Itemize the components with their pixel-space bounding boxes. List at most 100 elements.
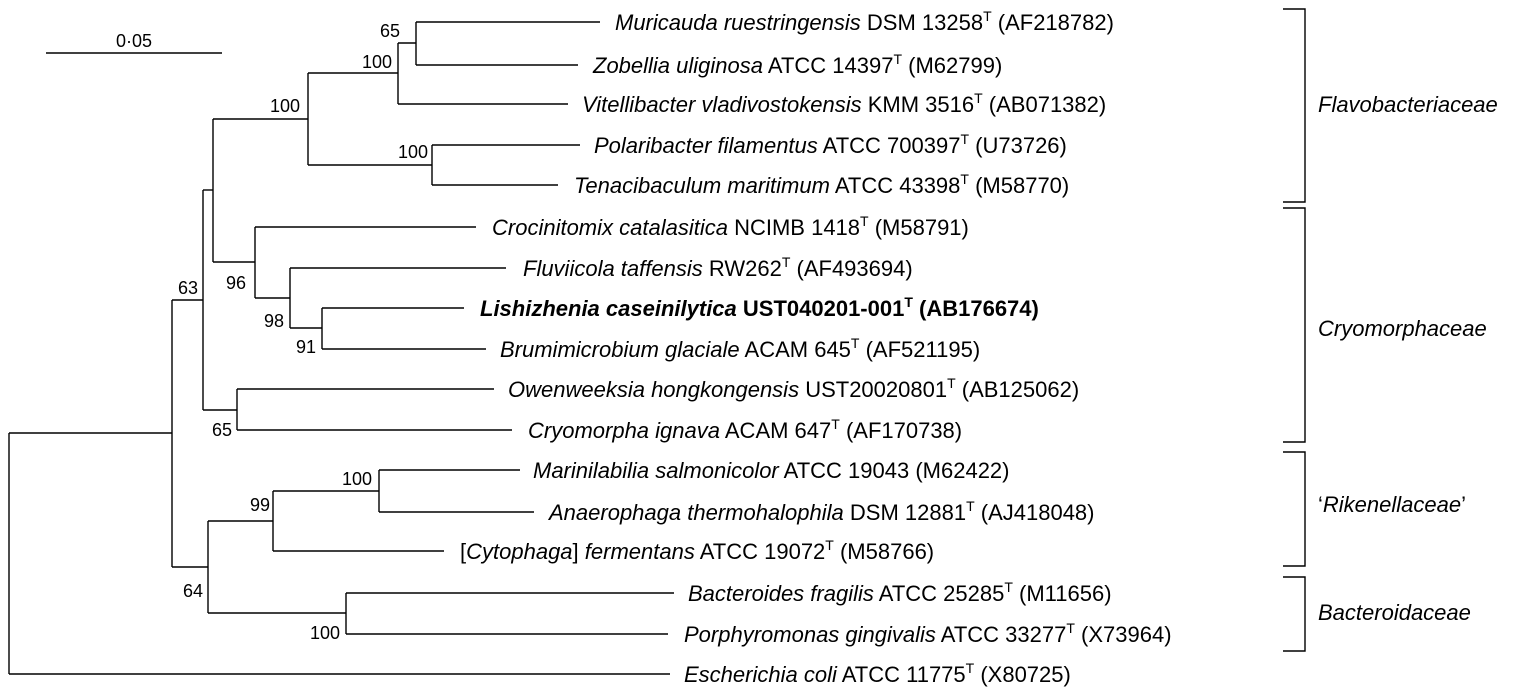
bootstrap-value: 100 [362, 52, 392, 72]
taxon-accession: (M11656) [1013, 581, 1112, 606]
taxon-accession: (M62422) [909, 458, 1009, 483]
taxon-strain: DSM 13258 [861, 10, 983, 35]
taxon-strain: ACAM 645 [740, 337, 851, 362]
type-strain-mark: T [1066, 620, 1075, 636]
family-bracket [1283, 576, 1306, 652]
taxon-species: fermentans [585, 539, 695, 564]
bootstrap-value: 65 [212, 420, 232, 440]
taxon-genus: Polaribacter filamentus [594, 133, 818, 158]
taxon-accession: (M58791) [869, 215, 969, 240]
taxon-genus: Brumimicrobium glaciale [500, 337, 740, 362]
taxon-strain: ATCC 43398 [830, 173, 960, 198]
type-strain-mark: T [974, 90, 983, 106]
taxon-label: Zobellia uliginosa ATCC 14397T (M62799) [592, 51, 1002, 78]
family-labels: Flavobacteriaceae Cryomorphaceae ‘Rikenell… [1318, 92, 1498, 625]
bracket-close: ] [573, 539, 585, 564]
type-strain-mark: T [960, 131, 969, 147]
taxon-accession: (AF493694) [790, 256, 912, 281]
type-strain-mark: T [860, 213, 869, 229]
taxon-strain: ATCC 19043 [779, 458, 909, 483]
taxon-strain: UST20020801 [799, 377, 947, 402]
type-strain-mark: T [904, 294, 913, 310]
scale-bar: 0·05 [46, 31, 222, 54]
type-strain-mark: T [1004, 579, 1013, 595]
taxon-genus: Bacteroides fragilis [688, 581, 874, 606]
family-name: Cryomorphaceae [1318, 316, 1487, 341]
family-bracket [1283, 207, 1306, 443]
taxon-genus: Vitellibacter vladivostokensis [582, 92, 862, 117]
taxon-strain: KMM 3516 [862, 92, 975, 117]
taxon-label: Polaribacter filamentus ATCC 700397T (U7… [594, 131, 1067, 158]
bootstrap-value: 64 [183, 581, 203, 601]
type-strain-mark: T [831, 416, 840, 432]
taxon-label: Lishizhenia caseinilytica UST040201-001T… [480, 294, 1039, 321]
bootstrap-values: 65 100 100 100 96 98 91 63 65 99 100 64 100 [178, 21, 428, 643]
quote-open: ‘ [1318, 492, 1323, 517]
taxon-strain: DSM 12881 [844, 500, 966, 525]
type-strain-mark: T [782, 254, 791, 270]
bracket-open: [ [460, 539, 466, 564]
taxon-accession: (X73964) [1075, 622, 1172, 647]
taxon-accession: (U73726) [969, 133, 1067, 158]
taxon-label: [Cytophaga] fermentans ATCC 19072T (M587… [460, 537, 934, 564]
family-name: Rikenellaceae [1323, 492, 1461, 517]
family-bracket [1283, 451, 1306, 567]
taxon-accession: (M58766) [834, 539, 934, 564]
quote-close: ’ [1461, 492, 1466, 517]
bootstrap-value: 65 [380, 21, 400, 41]
taxon-genus: Fluviicola taffensis [523, 256, 703, 281]
taxon-label: Brumimicrobium glaciale ACAM 645T (AF521… [500, 335, 980, 362]
taxon-genus: Crocinitomix catalasitica [492, 215, 728, 240]
type-strain-mark: T [851, 335, 860, 351]
taxon-label: Fluviicola taffensis RW262T (AF493694) [523, 254, 913, 281]
bootstrap-value: 98 [264, 311, 284, 331]
taxon-accession: (AF218782) [992, 10, 1114, 35]
type-strain-mark: T [966, 660, 975, 676]
taxon-label: Cryomorpha ignava ACAM 647T (AF170738) [528, 416, 962, 443]
taxon-accession: (M58770) [969, 173, 1069, 198]
taxon-label: Bacteroides fragilis ATCC 25285T (M11656… [688, 579, 1112, 606]
taxon-genus: Marinilabilia salmonicolor [533, 458, 780, 483]
bootstrap-value: 99 [250, 495, 270, 515]
type-strain-mark: T [960, 171, 969, 187]
taxon-label: Porphyromonas gingivalis ATCC 33277T (X7… [684, 620, 1172, 647]
family-bracket [1283, 8, 1306, 203]
taxon-strain: ATCC 33277 [936, 622, 1066, 647]
taxon-accession: (X80725) [974, 662, 1071, 687]
taxon-label: Tenacibaculum maritimum ATCC 43398T (M58… [574, 171, 1069, 198]
type-strain-mark: T [983, 8, 992, 24]
type-strain-mark: T [947, 375, 956, 391]
taxon-accession: (AF521195) [859, 337, 980, 362]
family-label: ‘Rikenellaceae’ [1318, 492, 1466, 517]
taxon-genus: Cytophaga [466, 539, 572, 564]
taxon-strain: ACAM 647 [720, 418, 831, 443]
taxon-strain: RW262 [703, 256, 782, 281]
taxon-accession: (AJ418048) [975, 500, 1095, 525]
type-strain-mark: T [825, 537, 834, 553]
taxon-strain: ATCC 25285 [874, 581, 1004, 606]
bootstrap-value: 100 [310, 623, 340, 643]
taxon-genus: Owenweeksia hongkongensis [508, 377, 799, 402]
taxon-genus: Anaerophaga thermohalophila [547, 500, 844, 525]
taxon-strain: ATCC 11775 [837, 662, 966, 687]
taxon-strain: NCIMB 1418 [728, 215, 860, 240]
taxon-genus: Cryomorpha ignava [528, 418, 720, 443]
taxon-label: Muricauda ruestringensis DSM 13258T (AF2… [615, 8, 1114, 35]
taxon-accession: (AB071382) [983, 92, 1107, 117]
taxon-strain: ATCC 700397 [818, 133, 961, 158]
taxon-labels: Muricauda ruestringensis DSM 13258T (AF2… [460, 8, 1172, 687]
taxon-label: Vitellibacter vladivostokensis KMM 3516T… [582, 90, 1106, 117]
taxon-genus: Muricauda ruestringensis [615, 10, 861, 35]
taxon-strain: ATCC 14397 [763, 53, 893, 78]
taxon-label: Escherichia coli ATCC 11775T (X80725) [684, 660, 1071, 687]
taxon-accession: (AB125062) [956, 377, 1080, 402]
taxon-strain: UST040201-001 [737, 296, 905, 321]
type-strain-mark: T [966, 498, 975, 514]
taxon-genus: Zobellia uliginosa [592, 53, 763, 78]
family-label: Bacteroidaceae [1318, 600, 1471, 625]
scale-bar-label: 0·05 [116, 31, 152, 51]
taxon-genus: Escherichia coli [684, 662, 838, 687]
bootstrap-value: 63 [178, 278, 198, 298]
bootstrap-value: 91 [296, 337, 316, 357]
